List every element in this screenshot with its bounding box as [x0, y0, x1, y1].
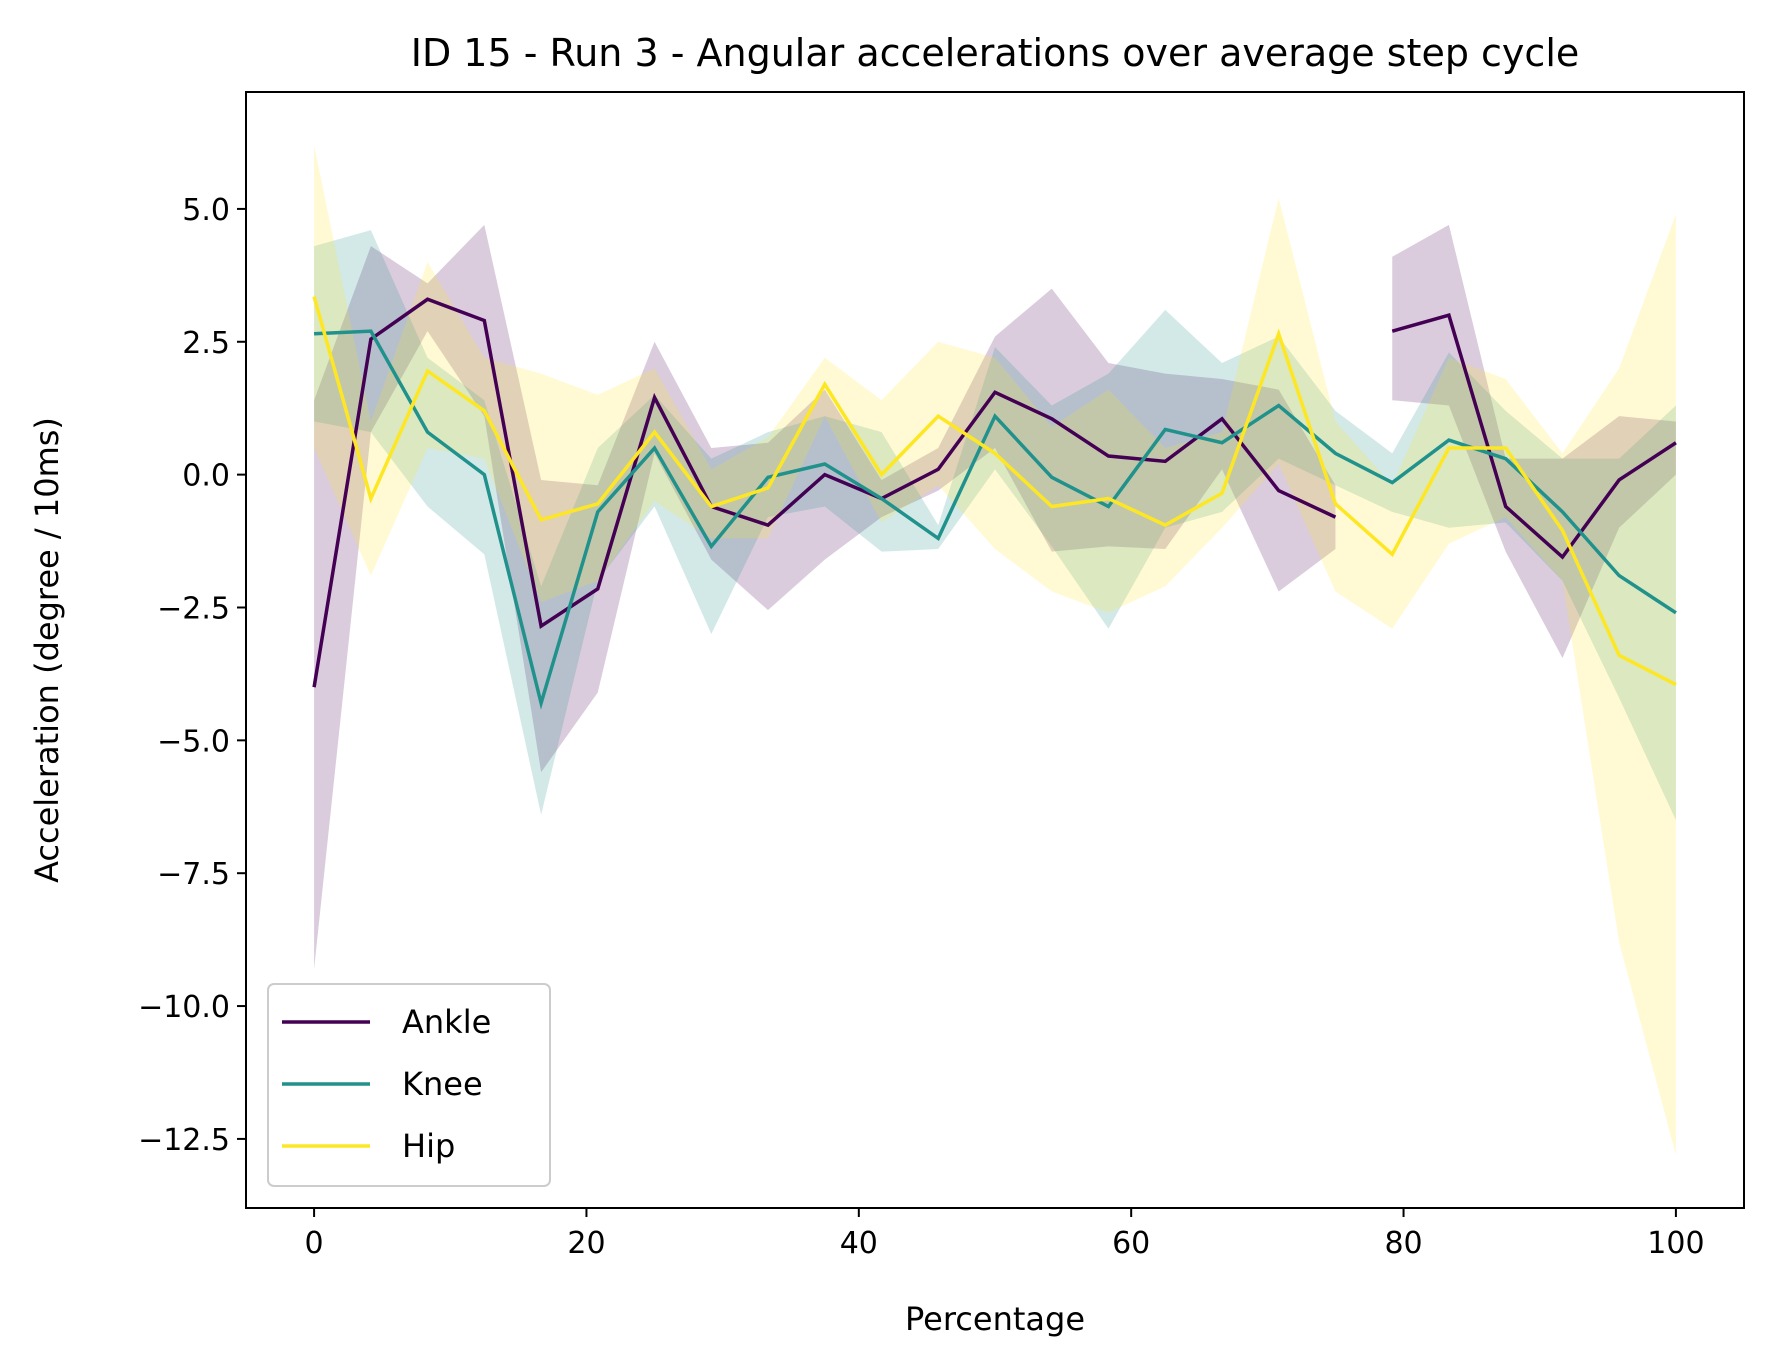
y-tick-label: −7.5 — [157, 857, 230, 892]
x-tick-label: 0 — [305, 1226, 324, 1261]
y-tick-label: 2.5 — [182, 326, 230, 361]
x-axis-ticks: 0 20 40 60 80 100 — [305, 1208, 1705, 1261]
x-tick-label: 60 — [1112, 1226, 1150, 1261]
series-lines — [312, 296, 1677, 710]
legend-box — [267, 983, 551, 1187]
legend-label-knee: Knee — [402, 1065, 483, 1103]
line-ankle-1 — [1391, 313, 1677, 560]
band-ankle-1 — [1392, 224, 1676, 658]
legend-label-ankle: Ankle — [402, 1003, 491, 1041]
y-tick-label: 0.0 — [182, 459, 230, 494]
x-axis-label: Percentage — [905, 1300, 1085, 1338]
x-tick-label: 80 — [1384, 1226, 1422, 1261]
legend-label-hip: Hip — [402, 1127, 455, 1165]
y-axis-ticks: 5.0 2.5 0.0 −2.5 −5.0 −7.5 −10.0 −12.5 — [138, 193, 246, 1158]
y-tick-label: −2.5 — [157, 591, 230, 626]
line-hip-3 — [312, 296, 1677, 687]
x-tick-label: 100 — [1647, 1226, 1704, 1261]
y-axis-label: Acceleration (degree / 10ms) — [28, 417, 66, 883]
x-tick-label: 40 — [840, 1226, 878, 1261]
band-ankle-0 — [314, 224, 1336, 969]
y-tick-label: −10.0 — [138, 990, 230, 1025]
y-tick-label: −12.5 — [138, 1123, 230, 1158]
y-tick-label: −5.0 — [157, 724, 230, 759]
band-knee-2 — [314, 230, 1676, 821]
y-tick-label: 5.0 — [182, 193, 230, 228]
legend: Ankle Knee Hip — [267, 983, 551, 1187]
x-tick-label: 20 — [567, 1226, 605, 1261]
line-ankle-0 — [312, 297, 1337, 688]
chart-title: ID 15 - Run 3 - Angular accelerations ov… — [411, 31, 1580, 75]
plot-area-frame — [245, 91, 1745, 1209]
line-knee-2 — [314, 329, 1677, 710]
